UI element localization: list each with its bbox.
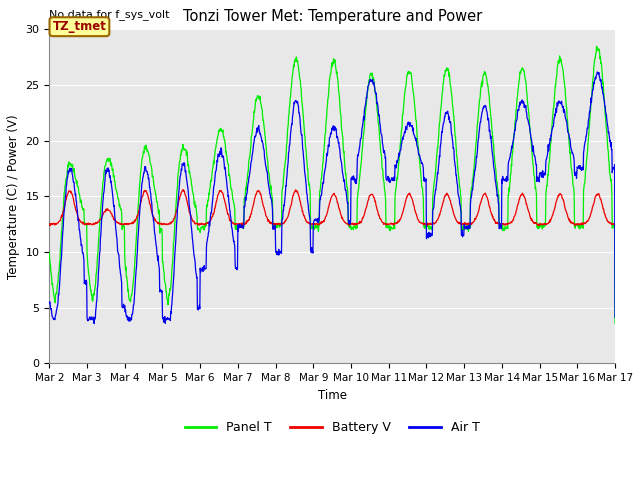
Title: Tonzi Tower Met: Temperature and Power: Tonzi Tower Met: Temperature and Power [182, 9, 482, 24]
Legend: Panel T, Battery V, Air T: Panel T, Battery V, Air T [180, 416, 484, 439]
Text: No data for f_sys_volt: No data for f_sys_volt [49, 9, 170, 20]
Text: TZ_tmet: TZ_tmet [52, 20, 106, 33]
Y-axis label: Temperature (C) / Power (V): Temperature (C) / Power (V) [7, 114, 20, 278]
X-axis label: Time: Time [317, 388, 347, 402]
